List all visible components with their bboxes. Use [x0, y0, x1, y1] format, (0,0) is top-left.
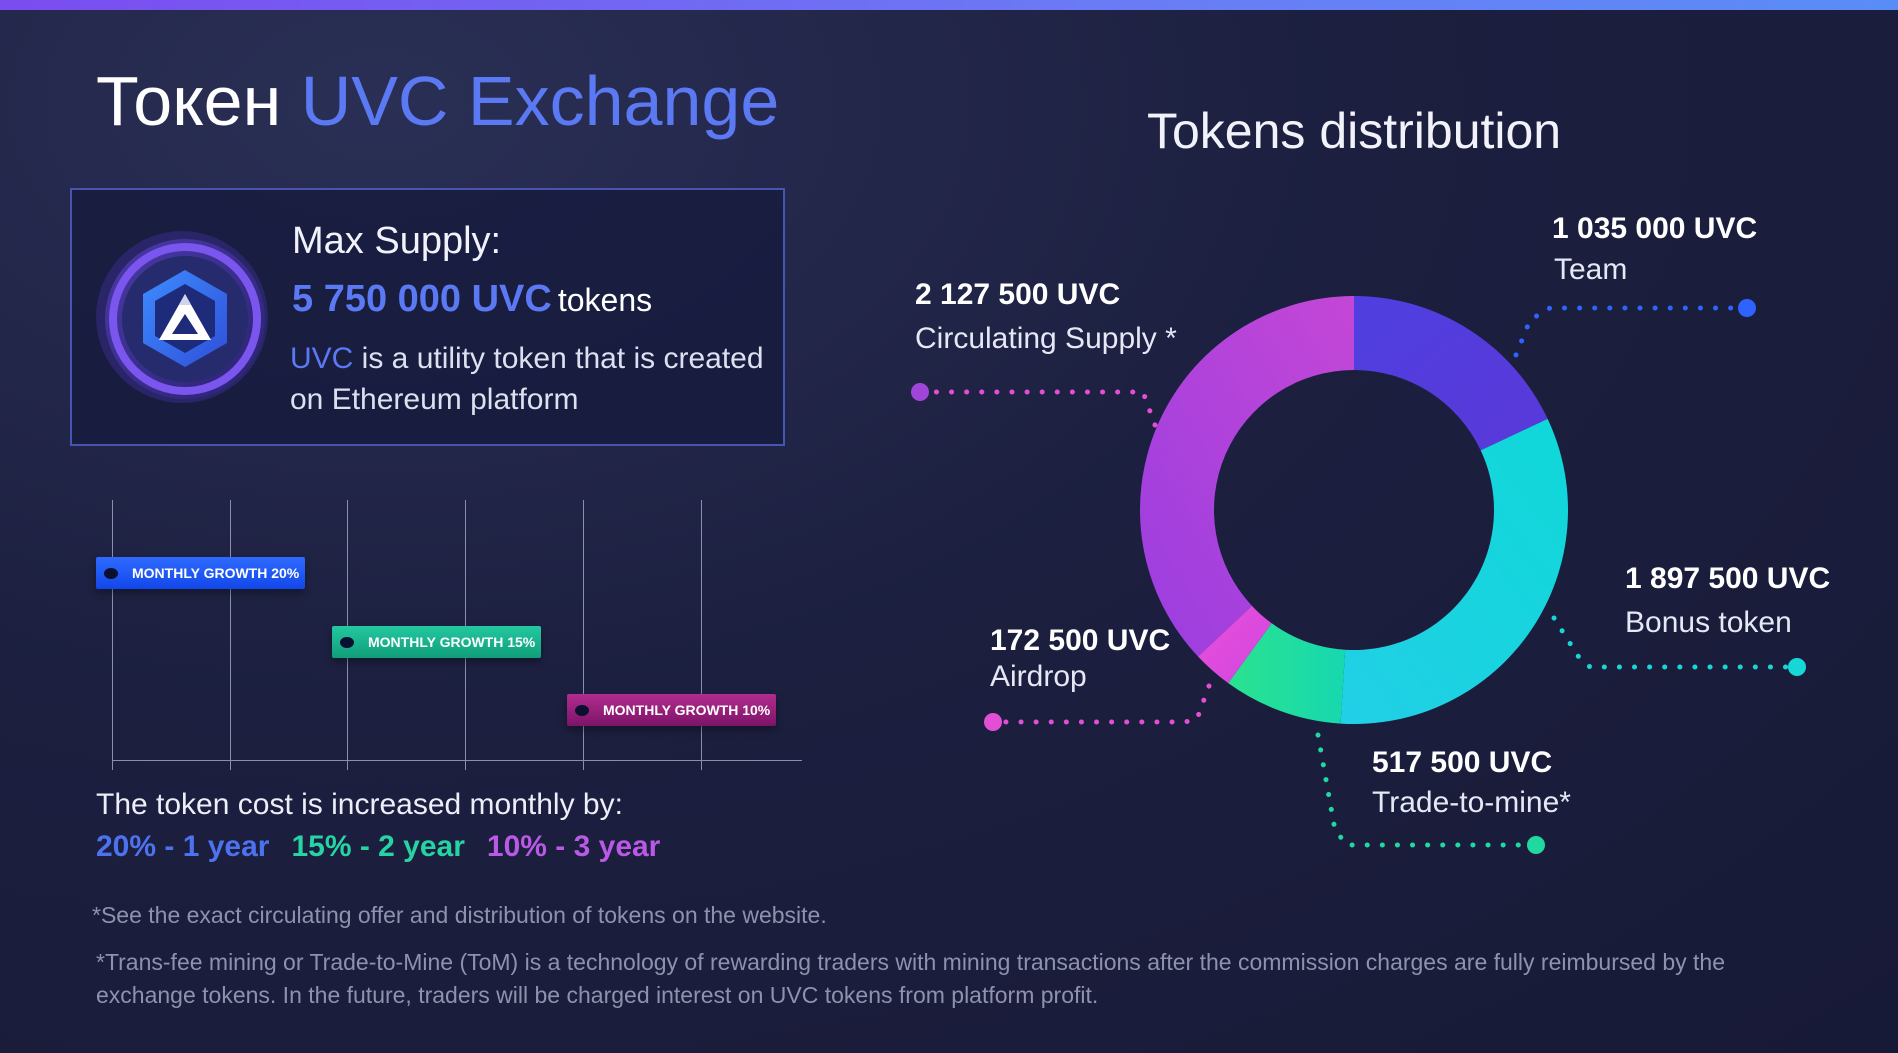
uvc-logo-icon [96, 231, 268, 403]
bonus-amount: 1 897 500 UVC [1625, 562, 1831, 595]
growth-gridline [112, 500, 113, 770]
rate-3-year: 10% - 3 year [486, 830, 661, 863]
team-marker [1738, 299, 1756, 317]
tom-label: Trade-to-mine* [1372, 786, 1571, 819]
bonus-label: Bonus token [1625, 606, 1792, 639]
badge-dot-icon [575, 704, 589, 716]
monthly-growth-chart: MONTHLY GROWTH 20% MONTHLY GROWTH 15% MO… [95, 500, 815, 775]
footnote-circulating: *See the exact circulating offer and dis… [92, 902, 827, 928]
growth-gridline [230, 500, 231, 770]
title-accent: UVC Exchange [300, 62, 780, 140]
badge-dot-icon [340, 636, 354, 648]
tom-leader-line [1315, 732, 1538, 848]
growth-badge-label: MONTHLY GROWTH 20% [132, 565, 300, 581]
donut-segment-bonus [1340, 418, 1568, 724]
top-accent-bar [0, 0, 1898, 10]
airdrop-amount: 172 500 UVC [990, 624, 1171, 657]
tom-marker [1527, 836, 1545, 854]
circulating-amount: 2 127 500 UVC [915, 278, 1121, 311]
growth-gridline [583, 500, 584, 770]
page-title: Токен UVC Exchange [96, 56, 779, 146]
badge-dot-icon [104, 567, 118, 579]
max-supply-amount: 5 750 000 UVC [292, 278, 552, 320]
circulating-marker [911, 383, 929, 401]
max-supply-unit: tokens [557, 282, 653, 318]
max-supply-card: Max Supply: 5 750 000 UVC tokens UVC is a… [70, 188, 785, 446]
distribution-title: Tokens distribution [1147, 103, 1562, 159]
circulating-leader-line [927, 389, 1158, 428]
growth-rates: 20% - 1 year 15% - 2 year 10% - 3 year [96, 830, 682, 864]
growth-gridline [701, 500, 702, 770]
airdrop-marker [984, 713, 1002, 731]
growth-baseline [112, 760, 802, 761]
donut-segment-circulating [1140, 296, 1354, 657]
team-amount: 1 035 000 UVC [1552, 212, 1758, 245]
distribution-donut-chart [911, 296, 1806, 854]
growth-badge-label: MONTHLY GROWTH 15% [368, 634, 536, 650]
airdrop-label: Airdrop [990, 660, 1087, 693]
title-prefix: Токен [96, 62, 282, 140]
growth-badge-20: MONTHLY GROWTH 20% [96, 557, 305, 589]
rate-1-year: 20% - 1 year [96, 830, 270, 863]
footnote-trade-to-mine: *Trans-fee mining or Trade-to-Mine (ToM)… [96, 949, 1726, 1008]
growth-badge-10: MONTHLY GROWTH 10% [567, 694, 776, 726]
token-description-accent: UVC [290, 342, 354, 375]
growth-badge-15: MONTHLY GROWTH 15% [332, 626, 541, 658]
bonus-marker [1788, 658, 1806, 676]
donut-segment-trade-to-mine [1228, 623, 1346, 724]
rate-2-year: 15% - 2 year [291, 830, 465, 863]
team-label: Team [1554, 253, 1628, 286]
team-leader-line [1513, 305, 1748, 358]
max-supply-label: Max Supply: [292, 220, 502, 262]
token-description-text: is a utility token that is created on Et… [290, 342, 764, 416]
max-supply-line: 5 750 000 UVC tokens [292, 278, 652, 321]
token-description: UVC is a utility token that is created o… [290, 338, 770, 420]
donut-segment-team [1354, 296, 1548, 451]
circulating-label: Circulating Supply * [915, 322, 1177, 355]
cost-increase-text: The token cost is increased monthly by: [96, 788, 623, 821]
donut-segment-airdrop [1198, 605, 1272, 684]
tom-amount: 517 500 UVC [1372, 746, 1553, 779]
airdrop-leader-line [992, 683, 1212, 725]
growth-badge-label: MONTHLY GROWTH 10% [603, 702, 771, 718]
